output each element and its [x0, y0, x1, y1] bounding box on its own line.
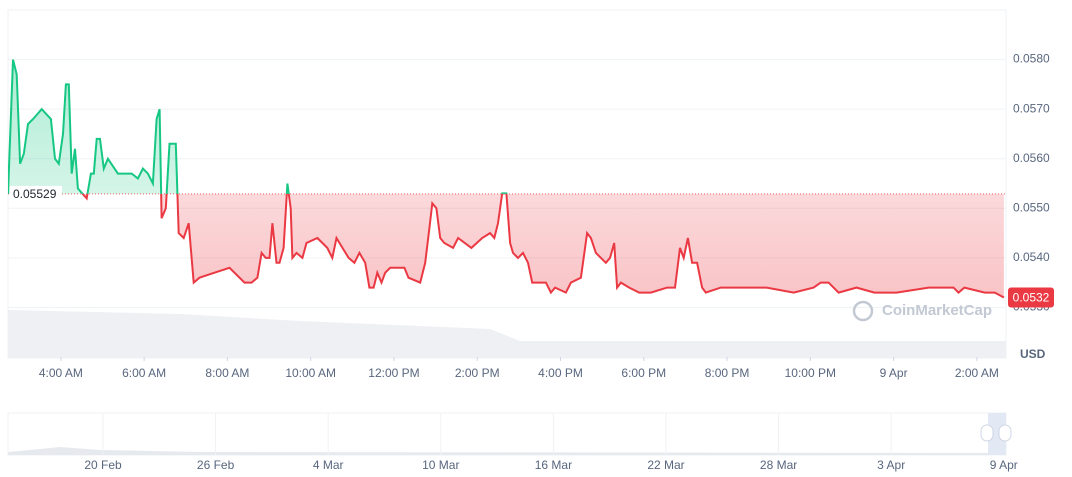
x-tick-label: 2:00 AM [955, 366, 999, 380]
navigator-frame [7, 412, 1007, 456]
last-price-tag [1008, 287, 1054, 308]
navigator-handle[interactable] [998, 424, 1012, 442]
y-tick-label: 0.0550 [1013, 200, 1050, 214]
reference-label: 0.05529 [13, 187, 57, 201]
x-tick-label: 12:00 PM [368, 366, 419, 380]
navigator-label: 10 Mar [422, 458, 459, 472]
watermark-logo [852, 300, 874, 322]
navigator-area [8, 447, 1006, 455]
price-line-up [8, 59, 508, 194]
y-tick-label: 0.0580 [1013, 52, 1050, 66]
volume-area [8, 310, 1006, 358]
navigator-label: 28 Mar [760, 458, 797, 472]
x-tick-label: 6:00 AM [122, 366, 166, 380]
area-up [8, 59, 1004, 194]
navigator-label: 22 Mar [647, 458, 684, 472]
navigator-label: 20 Feb [84, 458, 122, 472]
currency-label: USD [1020, 347, 1046, 361]
navigator-label: 9 Apr [990, 458, 1018, 472]
x-tick-label: 6:00 PM [621, 366, 666, 380]
y-tick-label: 0.0570 [1013, 101, 1050, 115]
y-tick-label: 0.0540 [1013, 250, 1050, 264]
x-tick-label: 10:00 PM [785, 366, 836, 380]
navigator-handle[interactable] [980, 424, 994, 442]
x-tick-label: 4:00 AM [39, 366, 83, 380]
navigator-label: 16 Mar [535, 458, 572, 472]
navigator-label: 26 Feb [197, 458, 235, 472]
reference-label-bg [10, 185, 62, 202]
last-price-label: 0.0532 [1013, 291, 1050, 305]
navigator-selection[interactable] [988, 413, 1006, 455]
area-down [82, 193, 1004, 298]
x-tick-label: 8:00 PM [705, 366, 750, 380]
x-tick-label: 9 Apr [880, 366, 908, 380]
x-tick-label: 2:00 PM [455, 366, 500, 380]
navigator-label: 3 Apr [877, 458, 905, 472]
x-tick-label: 4:00 PM [538, 366, 583, 380]
watermark: CoinMarketCap [882, 302, 992, 319]
x-tick-label: 10:00 AM [285, 366, 336, 380]
y-tick-label: 0.0560 [1013, 151, 1050, 165]
price-line-down [8, 193, 1005, 299]
x-tick-label: 8:00 AM [205, 366, 249, 380]
navigator-label: 4 Mar [313, 458, 344, 472]
